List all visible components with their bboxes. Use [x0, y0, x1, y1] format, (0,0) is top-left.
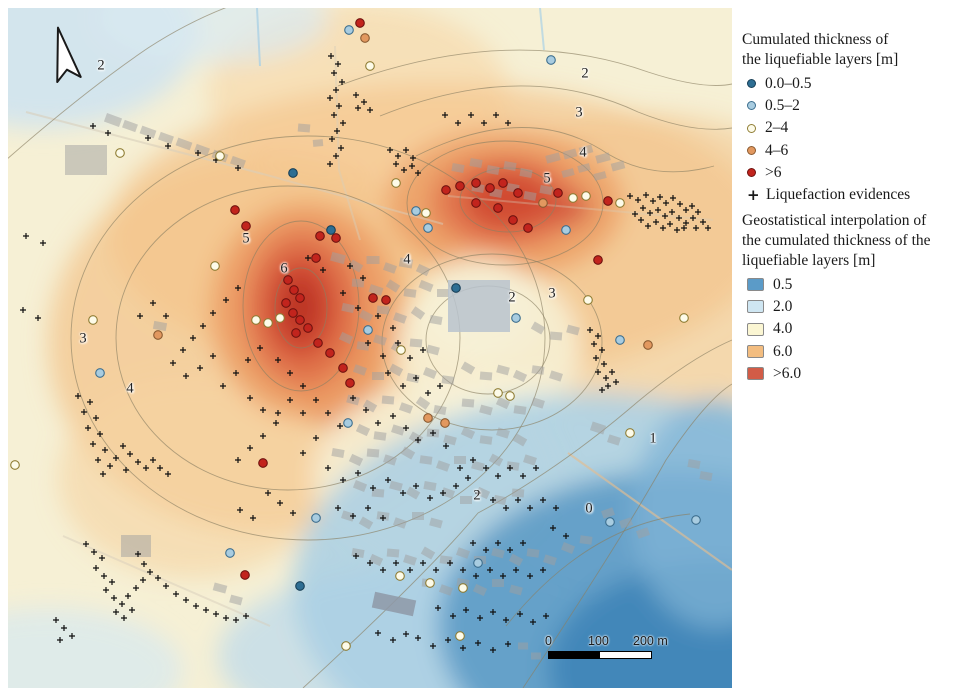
contour-label: 3 — [548, 285, 556, 302]
raster-swatch-1 — [747, 300, 764, 314]
legend-item-thickness-3: 4–6 — [747, 141, 960, 161]
legend-raster-title: Geostatistical interpolation of the cumu… — [742, 212, 931, 269]
legend-item-evidence: + Liquefaction evidences — [747, 185, 960, 205]
point-symbol-3 — [747, 146, 756, 156]
contour-label: 2 — [473, 487, 481, 504]
legend-label: 0.5 — [773, 275, 793, 293]
map-svg — [8, 8, 732, 688]
contour-label: 6 — [280, 260, 288, 277]
legend-label: Liquefaction evidences — [766, 186, 911, 204]
legend-item-raster-3: 6.0 — [747, 342, 960, 362]
legend-label: 2.0 — [773, 297, 793, 315]
legend-label: >6 — [765, 163, 782, 181]
contour-label: 4 — [403, 251, 411, 268]
legend-label: >6.0 — [773, 364, 802, 382]
raster-swatch-0 — [747, 278, 764, 292]
legend-label: 0.5–2 — [765, 96, 800, 114]
scale-label-100: 100 — [588, 634, 609, 648]
legend-item-raster-4: >6.0 — [747, 364, 960, 384]
scale-label-0: 0 — [545, 634, 552, 648]
point-symbol-2 — [747, 123, 756, 133]
contour-label: 3 — [575, 104, 583, 121]
legend-label: 6.0 — [773, 342, 793, 360]
contour-label: 2 — [97, 57, 105, 74]
contour-label: 4 — [126, 380, 134, 397]
legend-points-title: Cumulated thickness of the liquefiable l… — [742, 31, 899, 68]
legend: Cumulated thickness of the liquefiable l… — [742, 24, 960, 386]
legend-label: 4.0 — [773, 320, 793, 338]
plus-icon: + — [747, 185, 760, 204]
raster-swatch-2 — [747, 322, 764, 336]
contour-label: 1 — [649, 430, 657, 447]
contour-label: 0 — [585, 500, 593, 517]
legend-item-raster-2: 4.0 — [747, 319, 960, 339]
legend-label: 4–6 — [765, 141, 789, 159]
legend-item-thickness-1: 0.5–2 — [747, 96, 960, 116]
contour-label: 5 — [242, 230, 250, 247]
legend-label: 0.0–0.5 — [765, 74, 812, 92]
legend-item-thickness-0: 0.0–0.5 — [747, 74, 960, 94]
legend-item-thickness-2: 2–4 — [747, 118, 960, 138]
contour-label: 5 — [543, 170, 551, 187]
legend-item-thickness-4: >6 — [747, 163, 960, 183]
scale-label-200: 200 m — [633, 634, 668, 648]
scale-bar-segments — [548, 651, 652, 659]
legend-item-raster-1: 2.0 — [747, 297, 960, 317]
map: 0 100 200 m 2 2 3 4 5 5 6 4 2 3 3 4 1 2 0 — [8, 8, 732, 688]
contour-label: 4 — [579, 144, 587, 161]
point-symbol-0 — [747, 79, 756, 89]
contour-label: 3 — [79, 330, 87, 347]
raster-swatch-3 — [747, 345, 764, 358]
legend-label: 2–4 — [765, 119, 789, 137]
point-symbol-1 — [747, 101, 756, 111]
legend-item-raster-0: 0.5 — [747, 275, 960, 295]
raster-swatch-4 — [747, 367, 764, 381]
contour-label: 2 — [508, 289, 516, 306]
north-arrow-icon — [56, 26, 82, 83]
point-symbol-4 — [747, 168, 756, 178]
scale-bar: 0 100 200 m — [545, 634, 678, 666]
contour-label: 2 — [581, 65, 589, 82]
